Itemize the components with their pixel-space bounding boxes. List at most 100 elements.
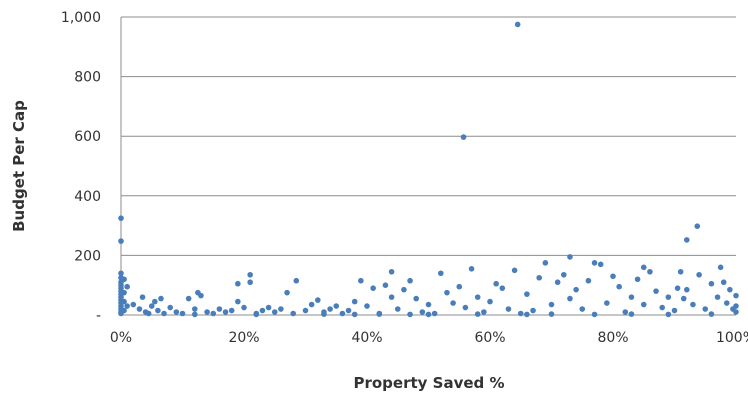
data-point [714,294,721,300]
data-point [167,304,173,311]
data-points [118,21,739,318]
data-point [358,277,364,284]
data-point [247,279,253,286]
data-point [708,280,715,287]
data-point [253,311,260,318]
data-point [152,298,158,305]
data-point [548,311,555,317]
data-point [542,260,549,266]
data-point [702,306,709,312]
data-point [247,271,253,278]
data-point [717,264,724,271]
data-point [696,271,702,278]
data-point [481,309,487,315]
data-point [235,280,241,287]
data-point [640,264,647,271]
x-tick-label: 20% [228,330,259,346]
data-point [640,301,647,308]
data-point [121,276,127,283]
y-tick-label: 200 [74,248,101,264]
data-point [121,307,127,314]
data-point [198,292,204,299]
data-point [124,303,130,309]
data-point [505,306,512,312]
x-tick-label: 80% [597,330,628,346]
data-point [139,294,146,300]
data-point [431,310,438,317]
data-point [388,294,395,300]
data-point [241,304,247,311]
data-point [382,282,389,289]
data-point [677,268,684,275]
data-point [407,311,413,318]
data-point [585,277,592,284]
data-point [733,309,739,315]
y-tick-label: 800 [74,70,101,86]
data-point [671,307,678,314]
data-point [708,311,715,317]
gridlines [121,16,736,256]
data-point [548,301,555,308]
data-point [173,309,180,315]
data-point [401,286,407,293]
data-point [419,309,426,315]
data-point [425,301,432,308]
data-point [192,311,198,318]
x-tick-label: 100% [716,330,748,346]
data-point [634,276,641,283]
data-point [684,237,690,243]
data-point [460,134,467,140]
data-point [293,277,300,284]
data-point [259,307,266,314]
data-point [407,277,413,284]
data-point [370,285,376,291]
data-point [468,266,475,272]
tick-labels: - 200 400 600 800 1,000 0% 20% 40% 60% 80% 100% [61,10,748,346]
data-point [155,307,161,314]
data-point [364,303,370,309]
data-point [591,260,598,266]
data-point [121,298,127,305]
data-point [290,310,297,317]
data-point [351,298,358,305]
data-point [694,223,701,229]
data-point [647,268,653,275]
data-point [413,295,420,302]
data-point [554,279,561,286]
data-point [161,310,167,317]
data-point [450,300,456,306]
data-point [727,286,733,293]
data-point [145,310,152,317]
data-point [684,286,690,293]
data-point [158,295,164,302]
data-point [530,307,536,314]
data-point [265,304,272,311]
data-point [514,21,521,28]
data-point [339,310,346,317]
data-point [376,311,383,317]
data-point [315,297,321,303]
data-point [591,311,598,318]
data-point [561,271,567,278]
data-point [610,273,616,280]
data-point [567,295,573,302]
data-point [628,311,635,317]
data-point [536,274,542,281]
data-point [524,291,530,297]
data-point [462,304,469,311]
data-point [302,307,309,314]
data-point [118,238,124,244]
data-point [456,283,463,290]
data-point [690,301,696,308]
data-point [474,311,481,317]
data-point [235,298,241,305]
data-point [487,298,493,305]
data-point [204,309,210,315]
x-tick-label: 60% [474,330,505,346]
data-point [474,294,481,300]
data-point [216,306,223,312]
y-axis-title: Budget Per Cap [10,100,28,232]
x-tick-label: 40% [351,330,382,346]
